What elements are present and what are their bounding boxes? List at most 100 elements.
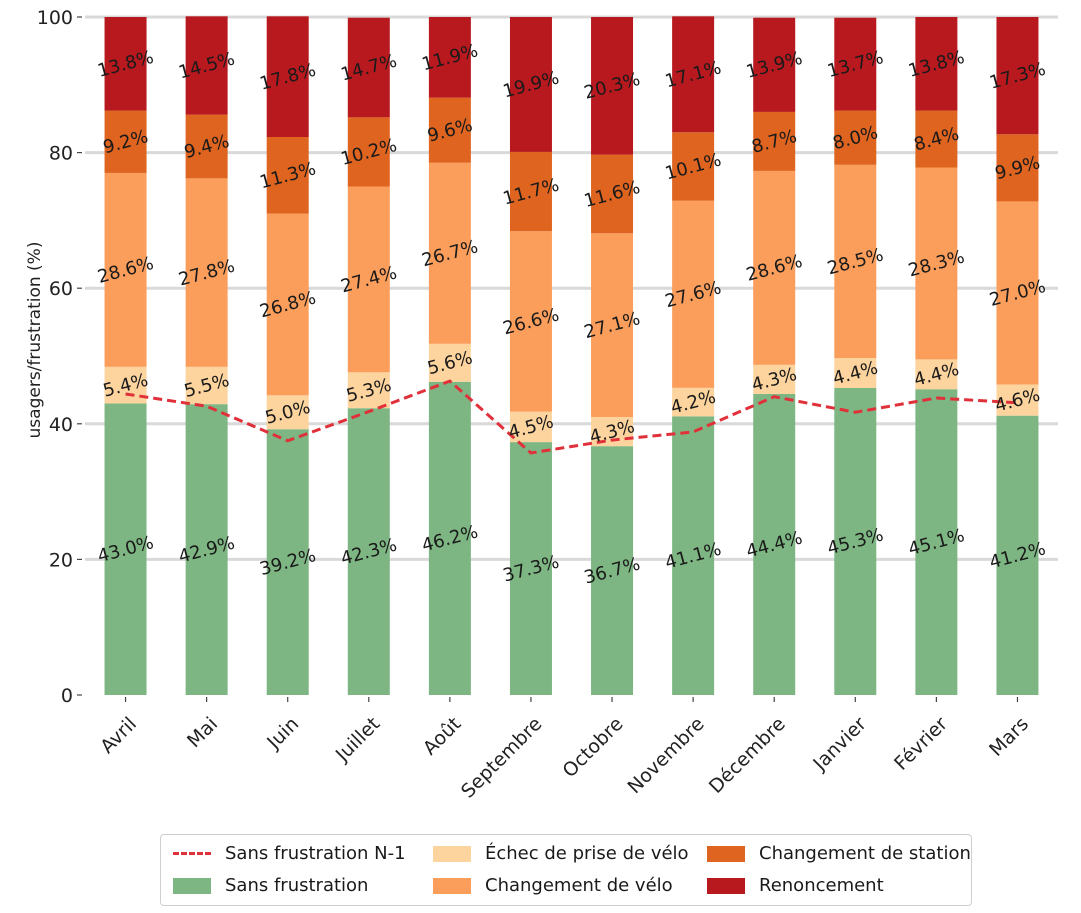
bar-segment: [104, 110, 147, 173]
x-tick-label: Mai: [183, 713, 222, 752]
bar-segment: [915, 359, 958, 390]
bar-segment: [834, 387, 877, 695]
dashed-line-icon: [173, 852, 211, 855]
legend-label: Changement de vélo: [485, 875, 673, 896]
bar-segment: [347, 17, 390, 118]
bar-segment: [753, 393, 796, 695]
bar-segment: [672, 16, 715, 133]
legend-item-echec[interactable]: Échec de prise de vélo: [433, 843, 689, 864]
bar-segment: [266, 395, 309, 430]
y-tick-label: 100: [37, 7, 73, 29]
legend: Sans frustration N-1 Sans frustration Éc…: [160, 834, 972, 906]
bar-segment: [185, 16, 228, 115]
bar-segment: [509, 442, 552, 695]
legend-item-n1[interactable]: Sans frustration N-1: [173, 843, 406, 864]
bar-segment: [996, 415, 1039, 695]
bar-segment: [591, 154, 634, 234]
x-tick-label: Avril: [96, 713, 141, 758]
bar-segment: [509, 231, 552, 412]
legend-item-changement-velo[interactable]: Changement de vélo: [433, 875, 673, 896]
swatch-icon: [433, 877, 471, 894]
bar-segment: [996, 201, 1039, 385]
legend-label: Renoncement: [759, 875, 884, 896]
bar-segment: [591, 17, 634, 155]
bar-segment: [591, 233, 634, 418]
swatch-icon: [707, 877, 745, 894]
bar-segment: [915, 167, 958, 360]
bar-segment: [834, 164, 877, 359]
bar-segment: [428, 17, 471, 98]
y-tick-label: 60: [49, 278, 73, 300]
x-tick-label: Février: [890, 713, 952, 775]
bar-segment: [915, 389, 958, 695]
y-tick-label: 20: [49, 549, 73, 571]
bar-segment: [428, 381, 471, 695]
bar-segment: [266, 213, 309, 396]
bar-segment: [753, 364, 796, 394]
n1-dashed-line: [125, 379, 1018, 455]
x-tick-label: Septembre: [457, 713, 547, 803]
bar-segment: [996, 134, 1039, 202]
bar-segment: [591, 446, 634, 695]
bar-segment: [266, 429, 309, 695]
stacked-bar-chart: 43.0% 42.9% 39.2% 42.3% 46.2%37.3% 36.7% 41.1%…: [25, 7, 1058, 803]
bar-segment: [509, 17, 552, 152]
swatch-icon: [433, 845, 471, 862]
bar-segment: [347, 117, 390, 187]
bar-segment: [347, 186, 390, 373]
x-tick-label: Novembre: [623, 713, 708, 798]
swatch-icon: [707, 845, 745, 862]
bar-segment: [104, 172, 147, 367]
legend-label: Sans frustration N-1: [225, 843, 406, 864]
bar-segment: [428, 97, 471, 163]
bar-segment: [753, 17, 796, 112]
bar-segment: [347, 372, 390, 409]
bar-segment: [347, 408, 390, 695]
bar-segment: [672, 416, 715, 695]
bar-segment: [915, 110, 958, 168]
x-tick-label: Mars: [985, 713, 1033, 761]
bar-segment: [834, 110, 877, 165]
x-tick-label: Août: [419, 713, 466, 760]
legend-item-renoncement[interactable]: Renoncement: [707, 875, 884, 896]
bar-segment: [104, 17, 147, 111]
bar-segment: [185, 114, 228, 179]
legend-item-changement-station[interactable]: Changement de station: [707, 843, 971, 864]
legend-item-sans-frustration[interactable]: Sans frustration: [173, 875, 368, 896]
x-tick-label: Janvier: [808, 713, 871, 776]
bar-segment: [509, 151, 552, 232]
bar-segment: [509, 411, 552, 443]
bar-segment: [996, 384, 1039, 416]
bars: [104, 16, 1039, 695]
bar-segment: [672, 200, 715, 388]
x-tick-label: Juin: [262, 713, 303, 754]
bar-segment: [834, 17, 877, 111]
bar-segment: [185, 178, 228, 367]
x-tick-label: Octobre: [559, 713, 628, 782]
y-axis-title: usagers/frustration (%): [25, 242, 45, 439]
y-tick-label: 0: [61, 685, 73, 707]
bar-segment: [915, 17, 958, 111]
legend-label: Sans frustration: [225, 875, 369, 896]
bar-segment: [185, 366, 228, 405]
bar-segment: [104, 403, 147, 695]
legend-label: Changement de station: [759, 843, 971, 864]
bar-labels: 43.0% 42.9% 39.2% 42.3% 46.2%37.3% 36.7% 41.1%…: [95, 40, 1048, 588]
y-tick-label: 80: [49, 143, 73, 165]
bar-segment: [753, 111, 796, 171]
bar-segment: [834, 358, 877, 388]
bar-segment: [266, 16, 309, 138]
bar-segment: [753, 170, 796, 365]
bar-segment: [672, 132, 715, 201]
y-tick-label: 40: [49, 414, 73, 436]
swatch-icon: [173, 877, 211, 894]
bar-segment: [185, 404, 228, 695]
bar-segment: [672, 387, 715, 417]
x-tick-label: Décembre: [705, 713, 790, 798]
bar-segment: [996, 17, 1039, 135]
legend-label: Échec de prise de vélo: [485, 843, 689, 864]
bar-segment: [266, 137, 309, 214]
bar-segment: [428, 343, 471, 382]
x-tick-label: Juillet: [331, 713, 384, 766]
